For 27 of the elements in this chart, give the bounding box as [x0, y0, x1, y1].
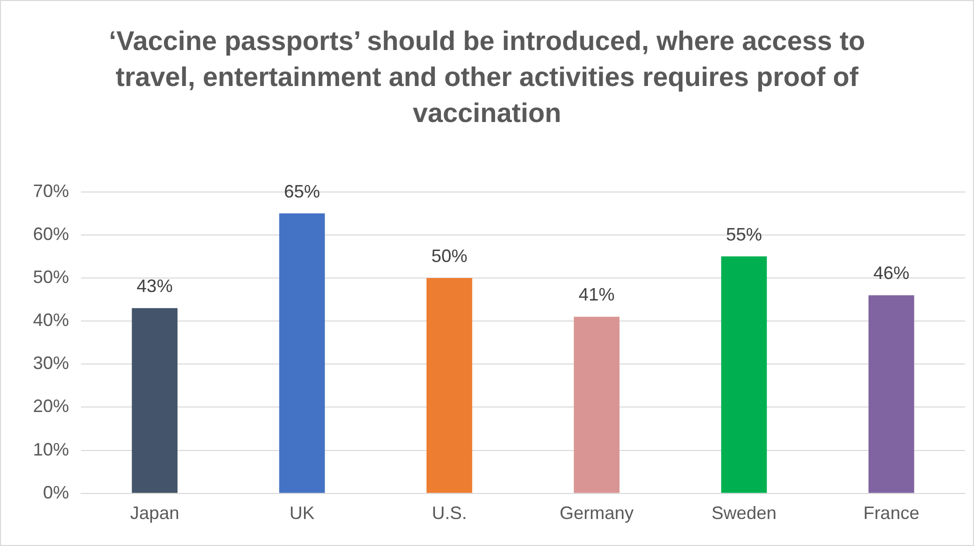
bar — [426, 278, 472, 493]
x-tick-label: Japan — [130, 503, 180, 524]
y-tick-label: 50% — [32, 266, 70, 287]
y-tick-label: 30% — [32, 353, 70, 374]
y-tick-label: 60% — [32, 224, 70, 244]
data-label: 41% — [578, 284, 615, 305]
data-label: 65% — [284, 181, 320, 202]
x-tick-label: France — [863, 503, 920, 524]
bar — [721, 256, 767, 493]
bar — [132, 308, 178, 493]
y-tick-label: 20% — [32, 396, 70, 416]
x-tick-label: U.S. — [432, 503, 467, 524]
data-label: 55% — [726, 224, 762, 244]
data-label: 43% — [136, 276, 173, 296]
bar — [574, 316, 620, 493]
data-label: 50% — [431, 246, 468, 266]
y-tick-label: 40% — [32, 310, 70, 330]
x-tick-label: Sweden — [711, 503, 777, 524]
data-label: 46% — [873, 263, 910, 284]
y-tick-label: 70% — [32, 180, 70, 201]
bar — [279, 213, 325, 493]
y-tick-label: 0% — [43, 482, 70, 502]
y-tick-label: 10% — [32, 439, 70, 460]
x-tick-label: Germany — [560, 503, 634, 524]
chart-title: ‘Vaccine passports’ should be introduced, where access to travel, entertainment and other activities requires proof of vaccination — [108, 25, 866, 130]
x-tick-label: UK — [290, 503, 315, 524]
bar — [868, 295, 914, 493]
